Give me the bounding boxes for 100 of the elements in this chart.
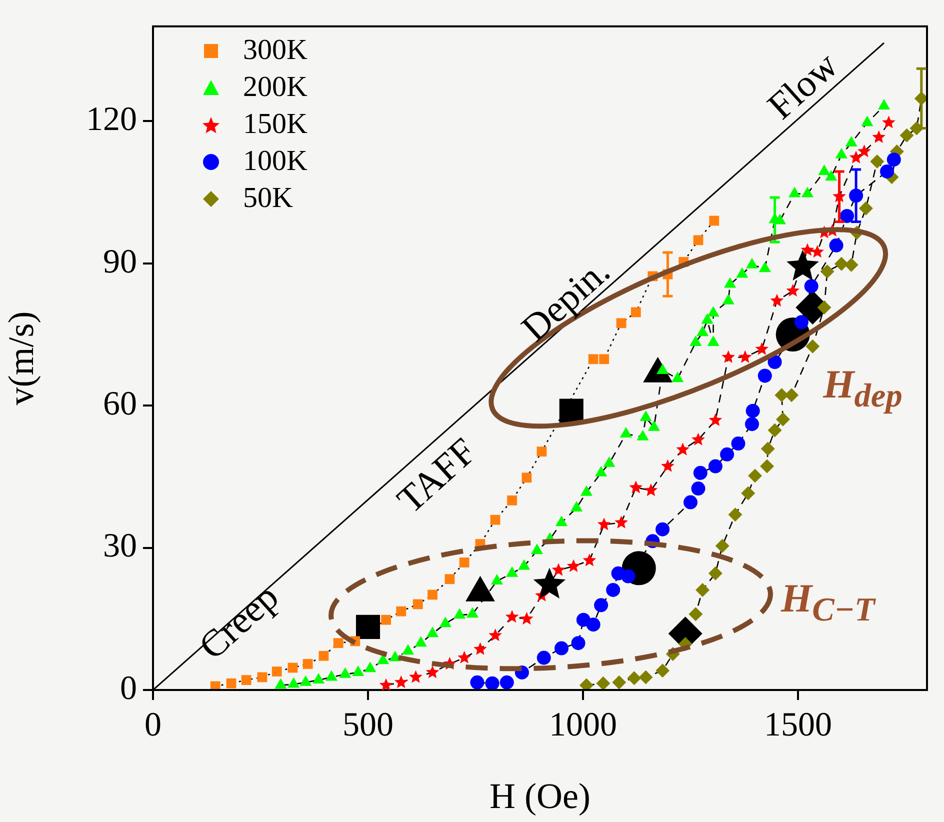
point [825,170,838,181]
y-axis-title: v(m/s) [1,311,42,406]
point [257,672,268,682]
point [636,430,649,440]
point [364,662,376,672]
point [845,136,858,147]
point [394,675,408,688]
legend-label: 300K [243,33,308,68]
legend-label: 200K [243,70,308,106]
point [748,468,762,483]
point [588,354,598,364]
point [470,675,484,690]
point [692,432,705,446]
point [241,675,252,685]
point [620,427,632,438]
point [806,339,820,354]
point [616,318,626,328]
point [226,678,236,688]
point [507,495,517,506]
point [818,164,830,175]
point [708,459,722,474]
point [490,574,504,584]
point [688,607,703,622]
point [612,675,626,690]
point [312,673,325,684]
point [554,641,568,656]
point [770,294,784,307]
point [426,665,440,678]
point [693,466,708,480]
point [844,258,858,272]
point [559,398,584,423]
point [536,650,551,665]
point [500,675,514,690]
point [656,664,670,678]
point [861,116,874,126]
point [707,306,720,317]
point [333,638,344,648]
point [661,459,674,472]
point [603,456,616,467]
point [720,447,734,462]
point [800,243,814,256]
point [571,636,586,650]
point [318,650,329,661]
point [736,267,748,278]
point [722,350,735,363]
point [696,326,709,336]
point [709,216,720,226]
annotation: H$_{C−T}$ [780,574,875,630]
point [870,154,884,168]
point [755,342,769,355]
point [648,420,660,431]
point [774,388,789,402]
point [606,582,620,597]
point [439,616,452,628]
legend-label: 50K [243,181,293,216]
point [728,508,742,522]
point [724,277,736,288]
point [594,598,608,612]
point [701,313,714,324]
point [880,164,894,178]
point [900,128,914,142]
point [882,116,896,128]
point [840,209,854,223]
point [621,569,636,584]
point [872,130,886,143]
point [676,442,690,456]
point [656,522,670,536]
point [505,610,519,623]
point [708,413,722,426]
legend-label: 100K [243,144,308,180]
x-tick-label: 0 [144,706,162,744]
point [786,250,819,280]
point [693,235,704,246]
point [794,315,808,330]
point [741,486,756,500]
point [746,258,758,268]
point [379,678,393,691]
point [396,606,406,616]
point [690,336,702,346]
point [356,614,380,639]
x-axis-title: H (Oe) [490,776,590,816]
point [776,412,790,426]
point [536,446,547,457]
point [708,566,722,580]
point [409,670,422,683]
point [444,574,455,584]
point [801,186,814,198]
y-tick-label: 30 [103,528,137,565]
point [760,459,774,474]
point [566,559,580,572]
point [530,544,544,554]
point [715,538,730,553]
point [804,279,818,294]
point [640,410,652,421]
point [595,466,608,476]
point [758,262,771,272]
point [784,388,799,402]
point [744,417,759,432]
point [381,614,392,625]
point [820,264,834,278]
